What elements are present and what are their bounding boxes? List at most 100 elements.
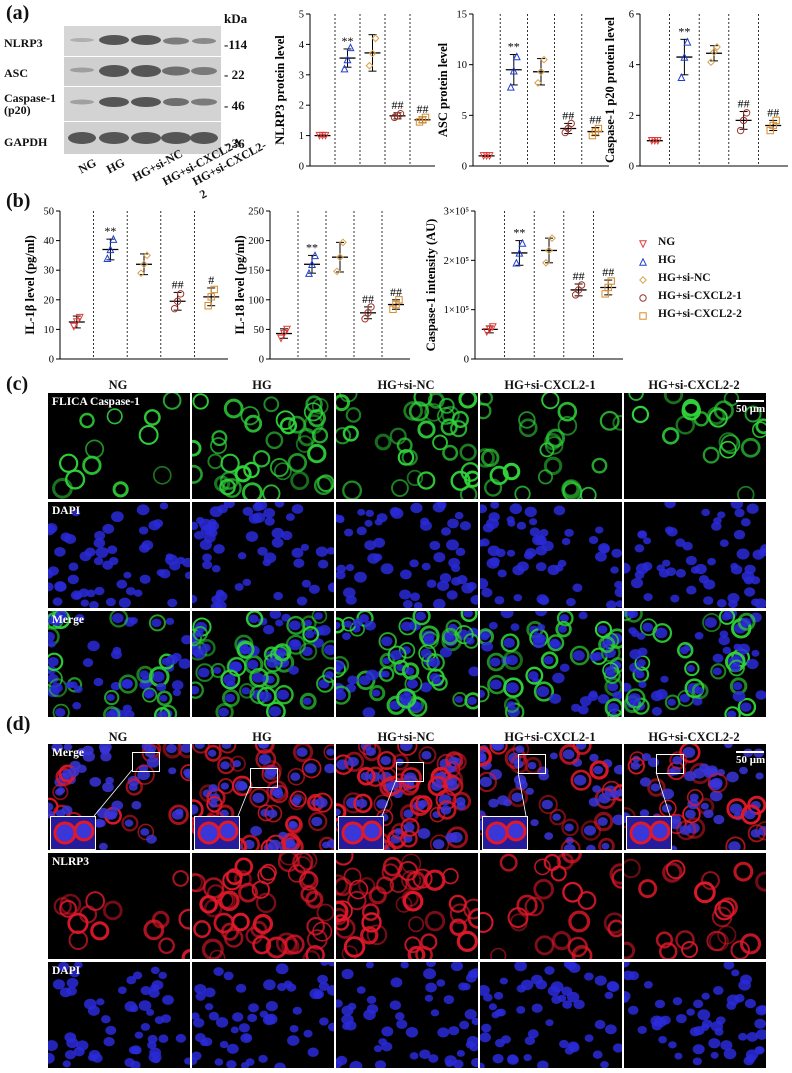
c-tile-merge-c-0 bbox=[48, 611, 190, 717]
data-point bbox=[607, 277, 615, 285]
wb-label-asc: ASC bbox=[4, 66, 29, 80]
d-tile-merge-d-2 bbox=[336, 744, 478, 850]
wb-kda-caspase: - 46 bbox=[224, 98, 245, 113]
y-axis-title: IL-18 level (pg/ml) bbox=[233, 235, 247, 334]
wb-kda-asc: - 22 bbox=[224, 67, 245, 82]
data-point bbox=[210, 285, 218, 294]
d-scale-bar bbox=[736, 751, 764, 753]
c-tile-dapi-0 bbox=[48, 502, 190, 608]
y-tick-label: 0 bbox=[49, 355, 54, 366]
data-point bbox=[321, 131, 330, 140]
y-axis-title: IL-1β level (pg/ml) bbox=[23, 235, 37, 335]
data-point bbox=[368, 49, 377, 58]
data-point bbox=[395, 296, 403, 304]
data-point bbox=[143, 251, 151, 260]
data-point bbox=[137, 269, 145, 278]
data-point bbox=[710, 48, 718, 56]
d-col-hg: HG bbox=[252, 730, 272, 744]
d-col-sicxcl2-2: HG+si-CXCL2-2 bbox=[648, 730, 740, 744]
c-col-sicxcl2-1: HG+si-CXCL2-1 bbox=[504, 378, 596, 392]
legend-symbol bbox=[639, 294, 647, 302]
y-tick-label: 2 bbox=[629, 111, 634, 122]
chart-2: 0 2 4 6 Caspase-1 p20 protein level ** ## ## bbox=[603, 10, 788, 173]
data-point bbox=[371, 34, 380, 43]
chart-4: 0 50 100 150 200 250 IL-18 level (pg/ml) ** ## ## bbox=[233, 207, 410, 366]
y-tick-label: 0 bbox=[629, 162, 634, 173]
legend-symbol bbox=[639, 276, 647, 284]
c-row-label-flica: FLICA Caspase-1 bbox=[52, 396, 140, 408]
data-point bbox=[485, 152, 494, 161]
y-tick-label: 10 bbox=[44, 325, 55, 336]
y-tick-label: 6 bbox=[629, 10, 634, 21]
significance-label: ** bbox=[678, 24, 690, 38]
d-tile-red-0 bbox=[48, 853, 190, 959]
data-point bbox=[282, 325, 292, 334]
legend-symbol bbox=[638, 240, 648, 249]
significance-label: ## bbox=[602, 265, 614, 279]
y-tick-label: 30 bbox=[44, 266, 55, 277]
significance-label: ## bbox=[589, 112, 601, 126]
c-tile-dapi-2 bbox=[336, 502, 478, 608]
data-point bbox=[310, 251, 320, 260]
data-point bbox=[307, 259, 317, 268]
y-tick-label: 200 bbox=[248, 236, 264, 247]
data-point bbox=[577, 281, 586, 289]
data-point bbox=[540, 55, 548, 64]
c-col-ng: NG bbox=[108, 378, 128, 392]
data-point bbox=[567, 119, 575, 128]
y-tick-label: 2×10⁵ bbox=[444, 256, 470, 267]
y-tick-label: 15 bbox=[457, 10, 468, 21]
significance-label: ** bbox=[513, 226, 525, 240]
c-col-sicxcl2-2: HG+si-CXCL2-2 bbox=[648, 378, 740, 392]
data-point bbox=[742, 109, 751, 117]
d-scale-label: 50 μm bbox=[736, 754, 766, 766]
d-tile-dapi-2 bbox=[336, 962, 478, 1068]
y-tick-label: 0 bbox=[259, 355, 264, 366]
c-col-hg: HG bbox=[252, 378, 272, 392]
data-point bbox=[365, 61, 374, 70]
panel-label-b: (b) bbox=[6, 190, 31, 212]
c-tile-dapi-1 bbox=[192, 502, 334, 608]
data-point bbox=[512, 258, 521, 267]
zoom-inset bbox=[626, 816, 672, 850]
chart-0: 0 1 2 3 4 5 NLRP3 protein level ** ## ## bbox=[273, 10, 435, 173]
y-axis-title: Caspase-1 intensity (AU) bbox=[424, 219, 438, 352]
significance-label: ## bbox=[573, 269, 585, 283]
data-point bbox=[485, 325, 494, 334]
data-point bbox=[680, 52, 689, 61]
significance-label: # bbox=[208, 273, 214, 287]
c-tile-green-0 bbox=[48, 393, 190, 499]
zoom-inset bbox=[482, 816, 528, 850]
data-point bbox=[534, 78, 542, 87]
y-tick-label: 150 bbox=[248, 266, 264, 277]
c-tile-merge-c-4 bbox=[624, 611, 766, 717]
wb-label-gapdh: GAPDH bbox=[4, 135, 48, 149]
data-point bbox=[340, 64, 349, 73]
d-tile-merge-d-0 bbox=[48, 744, 190, 850]
y-tick-label: 3 bbox=[299, 70, 304, 81]
d-tile-dapi-0 bbox=[48, 962, 190, 1068]
significance-label: ** bbox=[306, 240, 318, 254]
y-tick-label: 4 bbox=[629, 60, 635, 71]
c-row-label-dapi: DAPI bbox=[52, 505, 81, 517]
data-point bbox=[103, 254, 112, 263]
d-tile-red-2 bbox=[336, 853, 478, 959]
legend: NG HG HG+si-NC HG+si-CXCL2-1 HG+si-CXCL2… bbox=[636, 236, 786, 338]
data-point bbox=[594, 124, 603, 133]
d-row-label-nlrp3: NLRP3 bbox=[52, 856, 90, 868]
data-point bbox=[204, 302, 212, 310]
data-point bbox=[515, 248, 524, 257]
y-axis-title: NLRP3 protein level bbox=[273, 35, 287, 145]
c-tile-dapi-3 bbox=[480, 502, 622, 608]
data-point bbox=[509, 66, 518, 75]
d-tile-merge-d-1 bbox=[192, 744, 334, 850]
panel-label-d: (d) bbox=[6, 713, 31, 735]
c-tile-green-1 bbox=[192, 393, 334, 499]
zoom-inset bbox=[194, 816, 240, 850]
c-tile-merge-c-3 bbox=[480, 611, 622, 717]
d-col-hg-sinc: HG+si-NC bbox=[377, 730, 435, 744]
c-row-label-merge: Merge bbox=[52, 614, 84, 626]
c-tile-merge-c-2 bbox=[336, 611, 478, 717]
data-point bbox=[488, 323, 497, 332]
data-point bbox=[176, 290, 185, 298]
